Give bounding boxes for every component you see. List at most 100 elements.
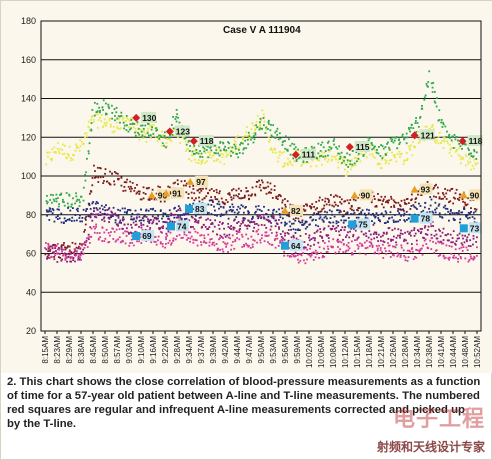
data-point bbox=[441, 216, 444, 219]
data-point bbox=[248, 136, 251, 139]
data-point bbox=[185, 143, 188, 146]
data-point bbox=[312, 251, 315, 254]
data-point bbox=[153, 216, 156, 219]
data-point bbox=[109, 125, 112, 128]
data-point bbox=[407, 256, 410, 259]
data-point bbox=[437, 204, 440, 207]
data-point bbox=[146, 225, 149, 228]
data-point bbox=[444, 256, 447, 259]
data-point bbox=[325, 234, 328, 236]
data-point bbox=[155, 135, 157, 138]
data-point bbox=[317, 211, 320, 213]
data-point bbox=[134, 134, 137, 137]
data-point bbox=[218, 238, 220, 241]
data-point bbox=[436, 237, 439, 240]
data-point bbox=[70, 220, 73, 222]
data-point bbox=[442, 206, 445, 209]
data-point bbox=[334, 203, 337, 206]
data-point bbox=[137, 131, 139, 134]
data-point bbox=[189, 231, 192, 234]
data-point bbox=[192, 188, 195, 190]
data-point bbox=[393, 206, 396, 209]
data-point bbox=[82, 248, 85, 251]
data-point bbox=[217, 224, 220, 227]
data-point bbox=[361, 244, 364, 247]
data-point bbox=[115, 223, 118, 226]
data-point bbox=[268, 242, 271, 245]
data-point bbox=[379, 220, 381, 223]
data-point bbox=[197, 159, 200, 161]
data-point bbox=[255, 222, 258, 225]
data-point bbox=[254, 211, 256, 214]
data-point bbox=[210, 149, 213, 152]
data-point bbox=[359, 160, 362, 163]
data-point bbox=[339, 210, 342, 213]
data-point bbox=[313, 205, 315, 208]
data-point bbox=[314, 237, 316, 240]
data-point bbox=[137, 127, 140, 130]
data-point bbox=[352, 198, 355, 201]
data-label: 118 bbox=[200, 136, 214, 146]
data-point bbox=[76, 198, 79, 201]
data-point bbox=[457, 260, 460, 263]
data-point bbox=[293, 255, 296, 258]
data-point bbox=[151, 126, 154, 129]
data-point bbox=[466, 214, 469, 216]
data-point bbox=[404, 159, 406, 162]
data-point bbox=[271, 135, 274, 138]
data-point bbox=[390, 159, 393, 161]
data-point bbox=[400, 214, 402, 217]
data-point bbox=[222, 241, 225, 243]
data-point bbox=[55, 216, 58, 219]
data-point bbox=[406, 230, 409, 233]
data-point bbox=[47, 244, 50, 247]
data-point bbox=[93, 207, 95, 210]
data-point bbox=[78, 253, 81, 256]
data-point bbox=[422, 209, 425, 212]
data-point bbox=[368, 241, 371, 243]
data-point bbox=[130, 119, 133, 121]
data-point bbox=[278, 226, 280, 229]
data-point bbox=[387, 162, 390, 165]
data-point bbox=[381, 203, 383, 206]
data-point bbox=[406, 249, 409, 252]
data-point bbox=[103, 240, 106, 242]
data-point bbox=[210, 156, 213, 159]
data-point bbox=[157, 136, 160, 139]
data-point bbox=[102, 99, 105, 102]
data-point bbox=[317, 212, 320, 215]
x-tick-label: 9:47AM bbox=[245, 336, 254, 364]
data-point bbox=[46, 257, 48, 260]
data-point bbox=[382, 257, 385, 259]
data-point bbox=[110, 214, 113, 217]
data-point bbox=[289, 144, 292, 147]
data-point bbox=[208, 241, 211, 244]
data-point bbox=[199, 155, 202, 157]
data-point bbox=[435, 183, 437, 186]
data-point bbox=[274, 151, 277, 154]
data-point bbox=[75, 246, 78, 249]
data-point bbox=[424, 225, 427, 227]
data-point bbox=[448, 143, 451, 146]
data-point bbox=[239, 207, 241, 210]
data-point bbox=[142, 191, 145, 194]
data-point bbox=[62, 143, 64, 146]
data-point bbox=[281, 201, 284, 204]
data-point bbox=[57, 256, 60, 259]
data-point bbox=[69, 253, 72, 255]
data-point bbox=[440, 142, 442, 144]
data-point bbox=[384, 146, 387, 148]
data-point bbox=[460, 242, 463, 245]
data-point bbox=[316, 253, 318, 255]
x-tick-label: 10:18AM bbox=[365, 336, 374, 368]
data-point bbox=[476, 246, 478, 249]
data-point bbox=[391, 138, 394, 141]
x-tick-label: 9:44AM bbox=[233, 336, 242, 364]
data-point bbox=[132, 126, 135, 129]
data-point bbox=[127, 118, 130, 121]
data-point bbox=[87, 233, 90, 236]
data-point bbox=[372, 147, 375, 150]
data-point bbox=[350, 165, 353, 168]
data-point bbox=[368, 230, 371, 232]
data-point bbox=[122, 116, 125, 119]
